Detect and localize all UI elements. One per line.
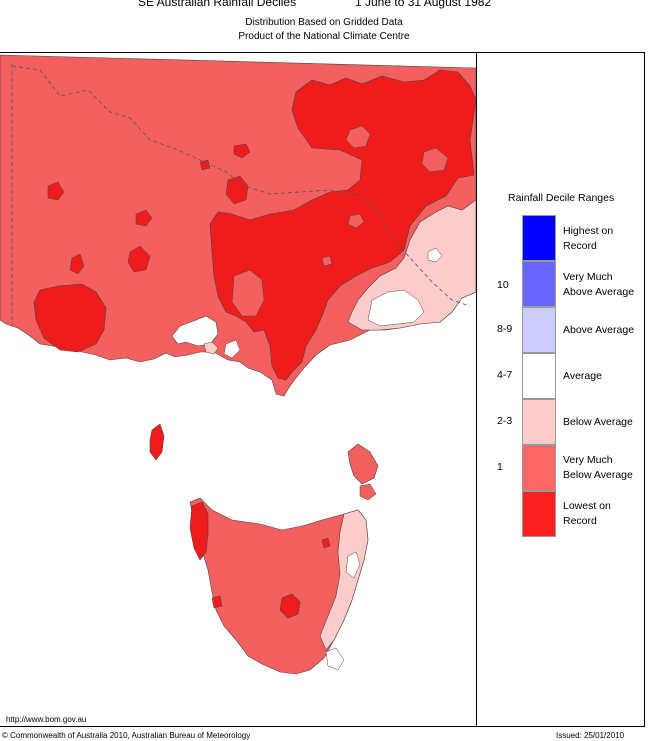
flinders-island	[347, 443, 379, 485]
legend-label-lowest: Lowest on Record	[563, 500, 611, 527]
subtitle-2: Product of the National Climate Centre	[0, 31, 648, 42]
subtitle-1: Distribution Based on Gridded Data	[0, 17, 648, 28]
map-frame	[0, 52, 645, 727]
legend-label-highest: Highest on Record	[563, 225, 614, 252]
king-island	[149, 423, 165, 461]
subtitle-2-text: Product of the National Climate Centre	[238, 31, 410, 42]
lowest-region-tas-central	[279, 593, 301, 619]
legend-range-1: 1	[497, 461, 503, 473]
subtitle-1-text: Distribution Based on Gridded Data	[245, 17, 403, 28]
legend-swatch-below	[522, 399, 556, 445]
footer-copyright: © Commonwealth of Australia 2010, Austra…	[2, 731, 251, 740]
legend-range-2-3: 2-3	[497, 415, 513, 427]
legend-label-average: Average	[563, 370, 602, 382]
legend-label-very-much-above: Very Much Above Average	[563, 271, 635, 298]
below-average-region-tas-east	[319, 509, 369, 651]
lowest-region-west	[33, 283, 107, 353]
legend-label-below: Below Average	[563, 416, 633, 428]
date-range: 1 June to 31 August 1982	[355, 0, 492, 9]
legend-swatch-average	[522, 353, 556, 399]
lowest-region-tas-west	[189, 501, 209, 561]
header: SE Australian Rainfall Deciles 1 June to…	[0, 0, 648, 13]
footer-issued: Issued: 25/01/2010	[556, 731, 625, 740]
legend-range-4-7: 4-7	[497, 369, 513, 381]
rainfall-map	[0, 54, 476, 675]
lowest-region-central	[209, 69, 476, 381]
legend-swatch-very-much-above	[522, 261, 556, 307]
legend-label-very-much-below: Very Much Below Average	[563, 454, 633, 481]
legend-title: Rainfall Decile Ranges	[508, 192, 615, 204]
map-title: SE Australian Rainfall Deciles	[138, 0, 297, 9]
legend-range-8-9: 8-9	[497, 323, 513, 335]
state-border-murray	[11, 65, 471, 307]
legend-range-10: 10	[497, 279, 509, 291]
port-phillip-bay	[171, 315, 219, 347]
legend-label-above: Above Average	[563, 324, 635, 336]
footer-url: http://www.bom.gov.au	[6, 715, 87, 724]
average-region-east	[367, 289, 425, 327]
legend-swatch-above	[522, 307, 556, 353]
frame-divider	[476, 52, 477, 727]
legend-swatch-lowest	[522, 491, 556, 537]
legend-swatch-highest	[522, 215, 556, 261]
legend-swatch-very-much-below	[522, 445, 556, 491]
